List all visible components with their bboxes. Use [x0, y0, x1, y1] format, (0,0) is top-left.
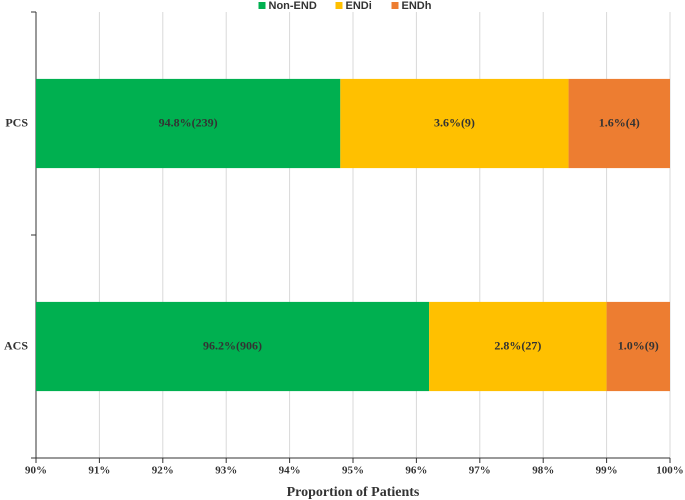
x-tick-label: 95% [342, 465, 364, 477]
x-tick-label: 90% [25, 465, 47, 477]
bar-segment [429, 301, 607, 392]
data-label: 3.6%(9) [434, 115, 475, 129]
x-tick-label: 96% [405, 465, 427, 477]
data-label: 94.8%(239) [159, 115, 218, 129]
bar-segment [568, 78, 670, 169]
bar-segment [606, 301, 670, 392]
legend-swatch [258, 2, 266, 9]
x-axis-title: Proportion of Patients [287, 485, 420, 500]
data-label: 1.6%(4) [599, 115, 640, 129]
legend-label: Non-END [269, 0, 317, 12]
legend-label: ENDh [402, 0, 432, 12]
legend: Non-END ENDi ENDh [258, 0, 432, 12]
x-tick-label: 91% [88, 465, 110, 477]
x-tick-label: 100% [656, 465, 684, 477]
legend-label: ENDi [346, 0, 372, 12]
bar-segment [36, 78, 341, 169]
data-label: 96.2%(906) [203, 338, 262, 352]
data-label: 1.0%(9) [618, 338, 659, 352]
legend-swatch [335, 2, 343, 9]
data-label: 2.8%(27) [494, 338, 541, 352]
legend-swatch [391, 2, 399, 9]
y-tick-label: PCS [5, 115, 28, 129]
x-tick-label: 99% [596, 465, 618, 477]
x-tick-label: 97% [469, 465, 491, 477]
bar-segment [340, 78, 569, 169]
y-tick-label: ACS [4, 338, 28, 352]
x-tick-label: 92% [152, 465, 174, 477]
x-tick-label: 93% [215, 465, 237, 477]
x-tick-label: 94% [279, 465, 301, 477]
bar-segment [36, 301, 430, 392]
x-tick-label: 98% [532, 465, 554, 477]
